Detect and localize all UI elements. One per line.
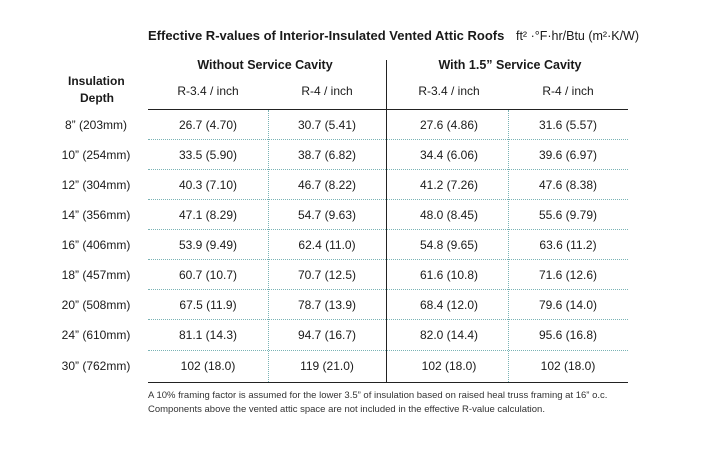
- row-separator: [148, 139, 628, 140]
- row-header-line1: Insulation: [68, 74, 125, 88]
- row-separator: [148, 169, 628, 170]
- row-separator: [148, 350, 628, 351]
- row-separator: [148, 319, 628, 320]
- column-header: R-4 / inch: [542, 84, 594, 98]
- table-cell: 119 (21.0): [300, 359, 354, 373]
- table-cell: 79.6 (14.0): [538, 298, 598, 312]
- footnote-line2: Components above the vented attic space …: [148, 404, 545, 415]
- table-cell: 40.3 (7.10): [178, 178, 238, 192]
- table-cell: 30.7 (5.41): [297, 118, 357, 132]
- table-cell: 95.6 (16.8): [538, 328, 598, 342]
- row-depth-label: 24” (610mm): [61, 328, 131, 342]
- header-rule: [148, 109, 628, 110]
- column-header: R-3.4 / inch: [177, 84, 239, 98]
- table-cell: 62.4 (11.0): [298, 238, 356, 252]
- table-cell: 54.8 (9.65): [419, 238, 479, 252]
- row-depth-label: 30” (762mm): [61, 359, 131, 373]
- table-cell: 31.6 (5.57): [538, 118, 598, 132]
- table-cell: 60.7 (10.7): [178, 268, 238, 282]
- table-cell: 38.7 (6.82): [297, 148, 357, 162]
- column-divider: [268, 110, 269, 382]
- table-cell: 78.7 (13.9): [297, 298, 357, 312]
- table-cell: 46.7 (8.22): [297, 178, 357, 192]
- row-depth-label: 18” (457mm): [61, 268, 131, 282]
- row-depth-label: 12” (304mm): [61, 178, 131, 192]
- table-cell: 94.7 (16.7): [297, 328, 357, 342]
- table-cell: 33.5 (5.90): [178, 148, 238, 162]
- row-depth-label: 20” (508mm): [61, 298, 131, 312]
- footnote-line1: A 10% framing factor is assumed for the …: [148, 390, 608, 401]
- table-cell: 102 (18.0): [540, 359, 596, 373]
- units-label: ft² ·°F·hr/Btu (m²·K/W): [515, 29, 640, 43]
- table-cell: 61.6 (10.8): [419, 268, 479, 282]
- column-divider: [508, 110, 509, 382]
- row-depth-label: 16” (406mm): [61, 238, 131, 252]
- row-separator: [148, 199, 628, 200]
- table-cell: 68.4 (12.0): [419, 298, 479, 312]
- row-depth-label: 8” (203mm): [64, 118, 127, 132]
- table-cell: 41.2 (7.26): [419, 178, 479, 192]
- group-title-with: With 1.5” Service Cavity: [438, 58, 582, 72]
- table-cell: 70.7 (12.5): [297, 268, 357, 282]
- row-separator: [148, 229, 628, 230]
- table-title-row: Effective R-values of Interior-Insulated…: [148, 28, 639, 43]
- row-depth-label: 10” (254mm): [61, 148, 131, 162]
- table-cell: 39.6 (6.97): [538, 148, 598, 162]
- table-cell: 102 (18.0): [421, 359, 477, 373]
- bottom-rule: [148, 382, 628, 383]
- row-header-line2: Depth: [80, 91, 114, 105]
- table-cell: 102 (18.0): [180, 359, 236, 373]
- table-cell: 71.6 (12.6): [538, 268, 598, 282]
- table-cell: 26.7 (4.70): [178, 118, 238, 132]
- row-separator: [148, 289, 628, 290]
- table-cell: 63.6 (11.2): [539, 238, 597, 252]
- row-depth-label: 14” (356mm): [61, 208, 131, 222]
- table-cell: 81.1 (14.3): [178, 328, 238, 342]
- column-header: R-3.4 / inch: [418, 84, 480, 98]
- table-title: Effective R-values of Interior-Insulated…: [148, 28, 505, 43]
- group-divider: [386, 60, 387, 382]
- table-cell: 55.6 (9.79): [538, 208, 598, 222]
- table-cell: 47.6 (8.38): [538, 178, 598, 192]
- column-header: R-4 / inch: [301, 84, 353, 98]
- table-cell: 53.9 (9.49): [178, 238, 238, 252]
- table-cell: 34.4 (6.06): [419, 148, 479, 162]
- table-cell: 67.5 (11.9): [179, 298, 237, 312]
- table-cell: 82.0 (14.4): [419, 328, 479, 342]
- table-cell: 48.0 (8.45): [419, 208, 479, 222]
- group-title-without: Without Service Cavity: [197, 58, 333, 72]
- table-cell: 47.1 (8.29): [178, 208, 238, 222]
- table-cell: 27.6 (4.86): [419, 118, 479, 132]
- row-separator: [148, 259, 628, 260]
- table-cell: 54.7 (9.63): [297, 208, 357, 222]
